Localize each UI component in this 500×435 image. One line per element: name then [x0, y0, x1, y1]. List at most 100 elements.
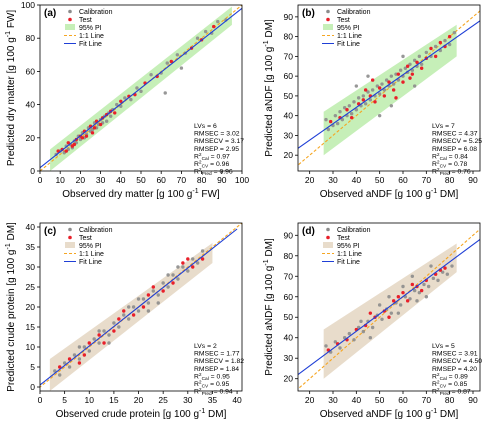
calibration-point	[191, 257, 195, 261]
r2-sub: Cal	[440, 156, 447, 162]
r2-sub: Pred	[440, 171, 450, 177]
r2-line: R2Cal = 0.84	[432, 152, 468, 162]
test-point	[419, 288, 424, 293]
test-point	[67, 357, 72, 361]
calibration-point	[387, 295, 391, 299]
r2-value: = 0.89	[447, 373, 468, 380]
test-point	[80, 136, 85, 140]
r2-sup: 2	[199, 160, 202, 166]
test-point	[171, 281, 175, 285]
y-axis-label-sup: -1	[5, 243, 12, 249]
x-axis-label-tail: FW]	[199, 189, 220, 200]
legend-test-symbol	[326, 235, 330, 240]
plot-area	[40, 5, 242, 171]
calibration-point	[123, 96, 127, 100]
test-point	[122, 309, 126, 313]
test-point	[391, 299, 396, 303]
r2-line: R2Pred = 0.94	[194, 387, 233, 397]
calibration-point	[216, 19, 220, 24]
test-point	[401, 290, 405, 295]
calibration-point	[359, 319, 363, 324]
x-tick-label: 60	[398, 175, 408, 185]
legend-entry: 95% PI	[337, 243, 360, 250]
y-tick-label: 60	[284, 71, 294, 81]
legend-calibration-symbol	[326, 227, 330, 232]
y-tick-label: 0	[30, 382, 35, 392]
calibration-point	[368, 336, 373, 340]
panel-label: (b)	[302, 8, 315, 19]
calibration-point	[370, 325, 375, 330]
calibration-point	[326, 127, 331, 132]
r2-sub: Cal	[202, 376, 209, 382]
x-tick-label: 100	[235, 175, 249, 185]
legend-entry: Calibration	[337, 227, 371, 234]
test-point	[112, 329, 116, 333]
legend-entry: Calibration	[79, 9, 113, 16]
calibration-point	[97, 341, 101, 345]
y-axis-label: Predicted aNDF [g 100 g-1 DM]	[263, 238, 275, 376]
x-tick-label: 0	[38, 395, 43, 405]
calibration-point	[171, 273, 175, 277]
stat-line: LVs = 7	[432, 123, 455, 130]
stat-line: LVs = 2	[194, 343, 217, 350]
x-axis-label-sup: -1	[192, 188, 198, 195]
x-tick-label: 40	[352, 175, 362, 185]
one-to-one-line	[298, 228, 480, 390]
r2-symbol: R	[432, 153, 437, 160]
test-point	[119, 99, 123, 103]
calibration-point	[200, 249, 205, 253]
calibration-point	[429, 264, 433, 268]
legend-band-symbol	[65, 24, 75, 30]
fit-line	[298, 20, 480, 149]
x-axis-label-tail: DM]	[205, 409, 226, 420]
r2-symbol: R	[194, 389, 199, 396]
test-point	[345, 108, 349, 112]
calibration-point	[389, 74, 394, 78]
test-point	[394, 96, 398, 100]
test-point	[387, 80, 391, 84]
legend-entry: 1:1 Line	[337, 251, 362, 258]
calibration-point	[141, 297, 146, 301]
r2-value: = 0.87	[450, 389, 471, 396]
stat-line: RMSECV = 4.50	[432, 358, 482, 365]
calibration-point	[146, 301, 151, 305]
calibration-point	[398, 303, 403, 307]
x-tick-label: 35	[208, 395, 218, 405]
stat-line: RMSEC = 3.91	[432, 351, 478, 358]
x-tick-label: 90	[217, 175, 227, 185]
y-axis-label-tail: DM]	[6, 222, 17, 243]
r2-sup: 2	[437, 380, 440, 386]
calibration-point	[445, 272, 450, 276]
calibration-point	[126, 317, 131, 321]
y-axis-label-main: Predicted dry matter [g 100 g	[6, 37, 17, 166]
y-axis-label: Predicted dry matter [g 100 g-1 FW]	[5, 10, 17, 167]
x-tick-label: 10	[85, 395, 95, 405]
calibration-point	[87, 349, 91, 353]
test-point	[77, 361, 82, 365]
calibration-point	[380, 317, 384, 321]
plot-area	[298, 10, 480, 166]
x-tick-label: 90	[468, 175, 478, 185]
legend-entry: Test	[337, 17, 350, 24]
r2-symbol: R	[194, 153, 199, 160]
r2-line: R2CV = 0.95	[194, 380, 229, 390]
y-tick-label: 80	[26, 33, 36, 43]
calibration-point	[354, 108, 359, 112]
test-point	[382, 94, 387, 98]
calibration-point	[181, 265, 185, 269]
calibration-point	[151, 289, 156, 293]
calibration-point	[53, 369, 57, 373]
calibration-point	[340, 117, 345, 122]
legend-entry: 95% PI	[79, 243, 102, 250]
calibration-point	[58, 373, 62, 377]
calibration-point	[203, 29, 208, 34]
y-tick-label: 30	[26, 262, 36, 272]
r2-line: R2CV = 0.78	[432, 160, 467, 170]
r2-symbol: R	[432, 161, 437, 168]
panel-c: 0 5 10 15 20 25 30 35 40 0 5 10 15 20 25 30 35 40 Observed…	[5, 222, 244, 420]
legend-calibration-symbol	[68, 9, 72, 14]
test-point	[396, 72, 401, 76]
y-axis-label-main: Predicted aNDF [g 100 g	[264, 47, 275, 157]
x-axis-label: Observed aNDF [g 100 g-1 DM]	[320, 188, 459, 200]
